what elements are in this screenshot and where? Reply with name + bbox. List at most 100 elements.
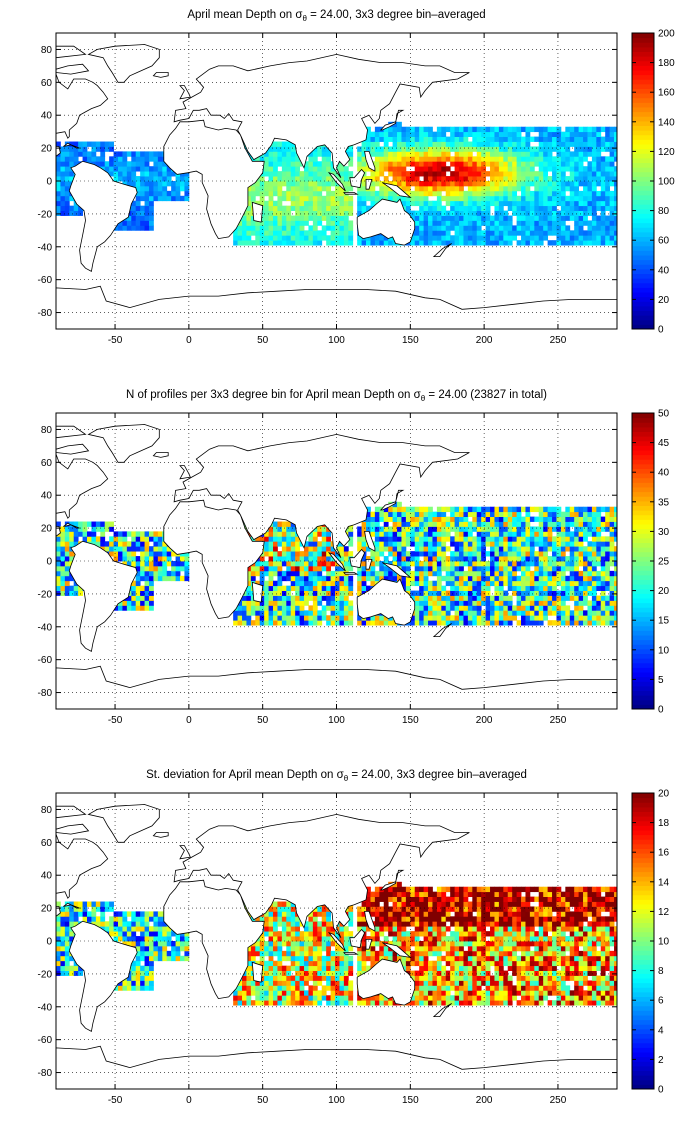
data-bin [614,210,617,216]
data-bin [100,541,106,547]
data-bin [445,240,451,246]
data-bin [441,215,447,221]
data-bin [441,546,447,552]
data-bin [122,531,128,537]
data-bin [454,240,460,246]
data-bin [454,506,460,513]
data-bin [317,561,323,567]
data-bin [250,185,256,192]
data-bin [432,156,438,162]
data-bin [153,561,159,567]
data-bin [295,595,300,601]
data-bin [428,185,433,192]
data-bin [286,526,292,532]
data-bin [290,185,296,192]
data-bin [312,615,318,621]
data-bin [264,205,269,211]
data-bin [171,195,176,202]
data-bin [543,185,549,192]
data-bin [317,600,323,606]
data-bin [135,166,141,172]
data-bin [481,235,487,241]
data-bin [348,620,354,626]
data-bin [463,615,469,621]
data-bin [498,205,504,211]
data-bin [131,215,137,221]
data-bin [481,546,487,552]
data-bin [64,921,70,927]
data-bin [366,146,371,152]
data-bin [401,166,407,172]
data-bin [529,615,535,621]
data-bin [547,131,553,137]
data-bin [569,521,575,527]
data-bin [428,126,433,133]
data-bin [574,176,580,182]
data-bin [436,610,442,616]
data-bin [614,551,617,557]
data-bin [574,580,580,587]
coastline [56,425,87,439]
data-bin [401,565,407,572]
data-bin [494,166,500,172]
data-bin [414,590,420,596]
data-bin [140,590,145,596]
data-bin [255,225,261,231]
data-bin [445,546,451,552]
data-bin [556,620,562,626]
x-tick-label: 0 [186,715,192,726]
data-bin [370,200,376,207]
data-bin [273,225,278,231]
data-bin [166,181,172,187]
data-bin [516,575,522,582]
data-bin [60,906,66,912]
data-bin [233,615,238,621]
data-bin [268,240,274,246]
data-bin [423,546,429,552]
data-bin [405,580,411,587]
data-bin [503,551,509,557]
data-bin [450,585,456,591]
data-bin [512,146,518,152]
data-bin [113,536,119,542]
data-bin [357,190,362,197]
data-bin [574,551,580,557]
data-bin [547,166,553,172]
data-bin [494,215,500,221]
data-bin [516,156,522,162]
data-bin [153,166,159,172]
data-bin [543,580,549,587]
data-bin [600,190,606,197]
data-bin [463,136,469,142]
data-bin [538,126,544,133]
data-bin [578,230,584,236]
data-bin [304,541,309,547]
data-bin [264,570,269,577]
data-bin [405,126,411,133]
data-bin [78,521,83,527]
data-bin [184,195,190,202]
data-bin [295,610,300,616]
data-bin [428,511,433,517]
data-bin [432,215,438,221]
data-bin [268,190,274,197]
data-bin [503,185,509,192]
data-bin [109,551,114,557]
data-bin [507,595,513,601]
data-bin [366,526,371,532]
data-bin [569,531,575,537]
data-bin [388,190,393,197]
data-bin [64,205,70,211]
coastline [349,168,366,189]
colorbar-tick-label: 0 [658,325,664,336]
data-bin [118,151,123,157]
data-bin [56,955,61,962]
data-bin [534,220,540,226]
data-bin [605,511,611,517]
data-bin [317,580,323,587]
data-bin [401,556,407,562]
data-bin [157,151,163,157]
data-bin [361,166,367,172]
colorbar-swatch [632,482,654,488]
data-bin [281,215,287,221]
